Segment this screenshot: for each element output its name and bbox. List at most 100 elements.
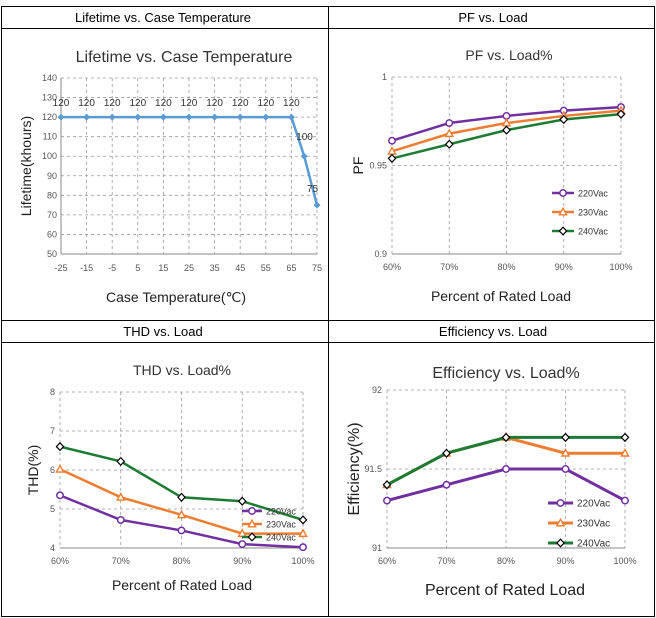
lifetime-data-point	[108, 113, 116, 121]
x-tick-label: -15	[80, 263, 93, 273]
data-point-220Vac	[445, 119, 454, 127]
data-point-230Vac	[620, 447, 630, 457]
data-point-220Vac	[56, 491, 64, 500]
y-tick-label: 90	[47, 171, 57, 181]
data-point-240Vac	[559, 114, 569, 125]
data-point-230Vac	[560, 447, 571, 457]
x-tick-label: 80%	[497, 556, 515, 566]
y-tick-label: 91.5	[364, 464, 382, 474]
x-tick-label: 60%	[383, 262, 401, 272]
data-point-230Vac	[387, 146, 397, 155]
data-point-240Vac	[382, 480, 392, 490]
lifetime-series-line	[61, 115, 319, 206]
data-point-220Vac	[177, 526, 186, 535]
legend-label-220Vac: 220Vac	[577, 499, 610, 510]
x-tick-label: 70%	[437, 556, 455, 566]
lifetime-data-label: 120	[104, 98, 121, 109]
data-point-230Vac	[298, 528, 308, 538]
data-point-240Vac	[177, 492, 186, 502]
lifetime-data-label: 120	[206, 98, 223, 109]
y-axis-title: PF	[350, 157, 366, 175]
x-tick-label: 70%	[112, 556, 130, 566]
y-tick-label: 50	[47, 249, 57, 259]
x-axis-title: Case Temperature(℃)	[106, 289, 246, 305]
data-point-230Vac	[176, 509, 187, 519]
cell-header-lifetime: Lifetime vs. Case Temperature	[74, 9, 252, 25]
data-point-240Vac	[298, 515, 308, 525]
data-point-220Vac	[299, 543, 307, 552]
y-tick-label: 92	[372, 385, 382, 395]
lifetime-data-label: 120	[283, 98, 300, 109]
data-point-230Vac	[237, 528, 248, 538]
efficiency-chart: Efficiency vs. Load% 91 91.5 92 60% 70% 80% 90%…	[346, 365, 637, 599]
lifetime-data-point	[185, 113, 193, 121]
pf-chart: PF vs. Load% 0.9 0.95 1 60% 70% 80% 90% 100% 220V…	[350, 47, 633, 304]
legend-label-220Vac: 220Vac	[578, 189, 608, 199]
legend-marker-240Vac	[558, 226, 568, 236]
y-tick-label: 80	[47, 190, 57, 200]
data-point-220Vac	[561, 465, 570, 473]
legend-label-220Vac: 220Vac	[266, 507, 296, 517]
data-point-240Vac	[116, 456, 126, 467]
y-tick-label: 70	[47, 210, 57, 220]
data-point-240Vac	[387, 153, 397, 164]
legend-marker-220Vac	[248, 507, 256, 515]
x-tick-label: 60%	[378, 556, 396, 566]
x-axis-title: Percent of Rated Load	[425, 582, 585, 599]
data-point-240Vac	[501, 432, 511, 443]
thd-chart: THD vs. Load% 4 5 6 7 8 60% 70% 80% 90% 100% 220Vac…	[25, 362, 315, 593]
data-point-220Vac	[116, 515, 125, 524]
data-point-230Vac	[501, 117, 512, 127]
lifetime-data-label: 120	[53, 98, 70, 109]
data-point-220Vac	[442, 480, 451, 489]
data-point-220Vac	[383, 496, 391, 505]
legend-label-230Vac: 230Vac	[577, 519, 610, 530]
data-point-220Vac	[238, 540, 247, 549]
frame-right	[654, 6, 655, 617]
lifetime-data-label: 120	[155, 98, 172, 109]
legend-marker-240Vac	[556, 538, 565, 548]
x-tick-label: 90%	[233, 556, 251, 566]
y-tick-label: 110	[43, 132, 57, 142]
y-tick-label: 60	[47, 229, 57, 239]
y-axis-title: Lifetime(khours)	[18, 116, 34, 216]
y-tick-label: 1	[382, 72, 387, 82]
lifetime-data-label: 120	[78, 98, 95, 109]
y-tick-label: 4	[50, 543, 55, 553]
data-point-240Vac	[237, 496, 247, 506]
x-tick-label: 5	[135, 263, 140, 273]
lifetime-data-point	[262, 113, 270, 121]
x-tick-label: 100%	[613, 556, 636, 566]
data-point-240Vac	[444, 139, 454, 149]
data-point-230Vac	[55, 463, 65, 473]
lifetime-data-point	[57, 113, 65, 121]
lifetime-data-point	[83, 113, 91, 121]
chart-title: Lifetime vs. Case Temperature	[76, 49, 293, 66]
lifetime-chart: Lifetime vs. Case Temperature 50 60 70 80 90 1…	[18, 49, 322, 305]
x-tick-label: 100%	[609, 262, 632, 272]
x-tick-label: 35	[210, 263, 220, 273]
x-tick-label: 45	[235, 263, 245, 273]
lifetime-data-point	[159, 113, 167, 121]
data-point-240Vac	[55, 441, 65, 452]
data-point-240Vac	[442, 448, 451, 458]
x-tick-label: 25	[184, 263, 194, 273]
y-tick-label: 6	[50, 465, 55, 475]
legend-marker-230Vac	[247, 518, 257, 528]
data-point-240Vac	[620, 432, 630, 443]
cell-header-efficiency: Efficiency vs. Load	[438, 323, 548, 339]
data-point-220Vac	[621, 496, 629, 505]
y-tick-label: 8	[50, 387, 55, 397]
data-point-230Vac	[444, 128, 455, 138]
legend-label-230Vac: 230Vac	[578, 208, 608, 218]
x-tick-label: 90%	[555, 262, 573, 272]
lifetime-data-label: 120	[257, 98, 274, 109]
legend-label-230Vac: 230Vac	[266, 520, 296, 530]
lifetime-data-point	[134, 113, 142, 121]
x-axis-title: Percent of Rated Load	[431, 288, 571, 304]
x-tick-label: 55	[261, 263, 271, 273]
cell-header-pf: PF vs. Load	[458, 9, 528, 25]
lifetime-data-point	[313, 201, 321, 209]
lifetime-data-label: 120	[181, 98, 198, 109]
